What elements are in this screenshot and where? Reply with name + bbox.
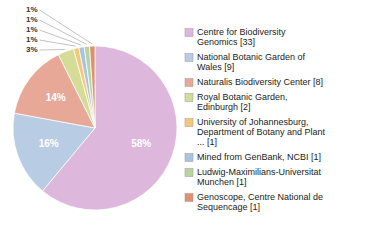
legend-item: Royal Botanic Garden,Edinburgh [2] — [185, 92, 288, 112]
legend-label: University of Johannesburg,Department of… — [197, 117, 326, 147]
data-label: 58% — [131, 138, 151, 149]
chart: 58%16%14%3%1%1%1%1%Centre for Biodiversi… — [0, 0, 380, 240]
leader-line — [40, 20, 87, 44]
legend-label: Centre for BiodiversityGenomics [33] — [197, 27, 286, 47]
data-labels: 58%16%14%3%1%1%1%1% — [26, 5, 151, 149]
data-label: 14% — [46, 92, 66, 103]
legend-item: University of Johannesburg,Department of… — [185, 117, 326, 147]
pie-slice — [84, 46, 95, 128]
legend-item: Genoscope, Centre National deSequencage … — [185, 192, 323, 212]
legend-swatch — [185, 119, 193, 127]
pie-slice — [79, 47, 95, 128]
data-label: 1% — [26, 15, 38, 24]
data-label: 1% — [26, 35, 38, 44]
legend-swatch — [185, 94, 193, 102]
legend-swatch — [185, 29, 193, 37]
legend-swatch — [185, 54, 193, 62]
leader-line — [40, 30, 82, 45]
data-label: 3% — [26, 45, 38, 54]
leader-line — [40, 49, 66, 51]
legend-item: Ludwig-Maximilians-UniversitatMunchen [1… — [185, 167, 322, 187]
legend-label: Mined from GenBank, NCBI [1] — [197, 152, 321, 162]
legend-label: Ludwig-Maximilians-UniversitatMunchen [1… — [197, 167, 322, 187]
pie — [13, 46, 177, 210]
legend-swatch — [185, 79, 193, 87]
data-label: 16% — [39, 138, 59, 149]
legend-label: Naturalis Biodiversity Center [8] — [197, 77, 323, 87]
pie-slice — [90, 46, 95, 128]
leader-line — [40, 10, 93, 44]
legend-swatch — [185, 194, 193, 202]
legend-item: Mined from GenBank, NCBI [1] — [185, 152, 321, 162]
legend-swatch — [185, 154, 193, 162]
legend-swatch — [185, 169, 193, 177]
legend: Centre for BiodiversityGenomics [33] Nati… — [185, 27, 326, 212]
legend-item: National Botanic Garden ofWales [9] — [185, 52, 306, 72]
data-label: 1% — [26, 5, 38, 14]
data-label: 1% — [26, 25, 38, 34]
legend-label: Royal Botanic Garden,Edinburgh [2] — [197, 92, 288, 112]
legend-item: Naturalis Biodiversity Center [8] — [185, 77, 323, 87]
legend-label: Genoscope, Centre National deSequencage … — [197, 192, 323, 212]
legend-label: National Botanic Garden ofWales [9] — [197, 52, 306, 72]
legend-item: Centre for BiodiversityGenomics [33] — [185, 27, 286, 47]
